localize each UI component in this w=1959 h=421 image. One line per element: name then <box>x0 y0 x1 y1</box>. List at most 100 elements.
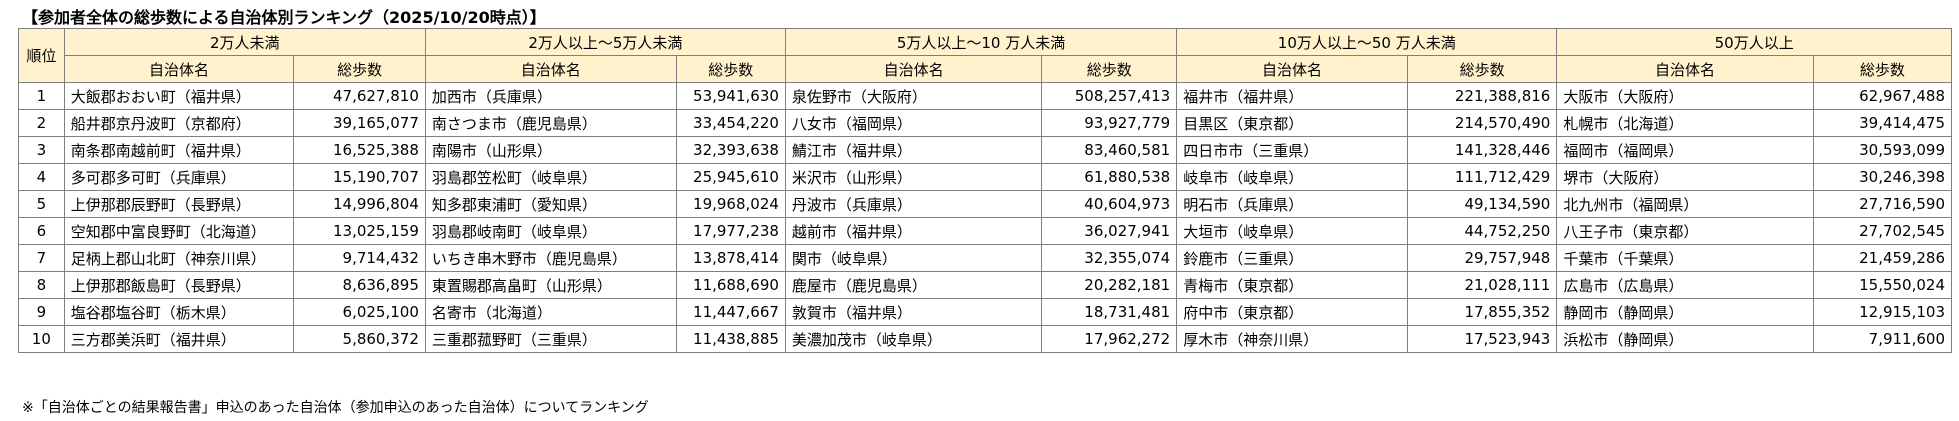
steps-header: 総歩数 <box>675 55 786 83</box>
steps-header: 総歩数 <box>293 55 426 83</box>
ranking-table: 順位 2万人未満 2万人以上～5万人未満 5万人以上～10 万人未満 10万人以… <box>18 28 1953 353</box>
municipality-name-cell: 南陽市（山形県） <box>424 136 677 164</box>
total-steps-cell: 11,688,690 <box>675 271 786 299</box>
table-row: 6 空知郡中富良野町（北海道） 13,025,159 羽島郡岐南町（岐阜県） 17,97… <box>18 217 1953 245</box>
municipality-name-cell: 空知郡中富良野町（北海道） <box>63 217 295 245</box>
total-steps-cell: 25,945,610 <box>675 163 786 191</box>
total-steps-cell: 47,627,810 <box>293 82 426 110</box>
total-steps-cell: 141,328,446 <box>1406 136 1558 164</box>
total-steps-cell: 17,855,352 <box>1406 298 1558 326</box>
total-steps-cell: 12,915,103 <box>1812 298 1953 326</box>
municipality-name-cell: 越前市（福井県） <box>784 217 1043 245</box>
total-steps-cell: 36,027,941 <box>1041 217 1178 245</box>
total-steps-cell: 30,593,099 <box>1812 136 1953 164</box>
ranking-body: 1 大飯郡おおい町（福井県） 47,627,810 加西市（兵庫県） 53,941,63… <box>18 82 1953 353</box>
total-steps-cell: 17,962,272 <box>1041 325 1178 353</box>
municipality-name-cell: 府中市（東京都） <box>1176 298 1408 326</box>
total-steps-cell: 53,941,630 <box>675 82 786 110</box>
municipality-name-cell: 浜松市（静岡県） <box>1556 325 1814 353</box>
total-steps-cell: 32,393,638 <box>675 136 786 164</box>
rank-cell: 3 <box>18 136 65 164</box>
steps-header: 総歩数 <box>1041 55 1178 83</box>
group-header: 2万人未満 <box>63 28 426 56</box>
total-steps-cell: 8,636,895 <box>293 271 426 299</box>
total-steps-cell: 39,165,077 <box>293 109 426 137</box>
total-steps-cell: 17,977,238 <box>675 217 786 245</box>
municipality-name-cell: 多可郡多可町（兵庫県） <box>63 163 295 191</box>
municipality-name-cell: 足柄上郡山北町（神奈川県） <box>63 244 295 272</box>
municipality-name-cell: 羽島郡岐南町（岐阜県） <box>424 217 677 245</box>
total-steps-cell: 15,190,707 <box>293 163 426 191</box>
group-header: 50万人以上 <box>1556 28 1952 56</box>
total-steps-cell: 7,911,600 <box>1812 325 1953 353</box>
total-steps-cell: 32,355,074 <box>1041 244 1178 272</box>
steps-header: 総歩数 <box>1406 55 1558 83</box>
total-steps-cell: 221,388,816 <box>1406 82 1558 110</box>
municipality-name-cell: 関市（岐阜県） <box>784 244 1043 272</box>
total-steps-cell: 19,968,024 <box>675 190 786 218</box>
municipality-name-cell: 福井市（福井県） <box>1176 82 1408 110</box>
rank-cell: 4 <box>18 163 65 191</box>
municipality-name-cell: 知多郡東浦町（愛知県） <box>424 190 677 218</box>
name-header: 自治体名 <box>424 55 677 83</box>
municipality-name-cell: 明石市（兵庫県） <box>1176 190 1408 218</box>
municipality-name-cell: 鹿屋市（鹿児島県） <box>784 271 1043 299</box>
page-title: 【参加者全体の総歩数による自治体別ランキング（2025/10/20時点）】 <box>22 8 546 27</box>
total-steps-cell: 21,459,286 <box>1812 244 1953 272</box>
total-steps-cell: 21,028,111 <box>1406 271 1558 299</box>
table-row: 8 上伊那郡飯島町（長野県） 8,636,895 東置賜郡高畠町（山形県） 11,688… <box>18 271 1953 299</box>
municipality-name-cell: 上伊那郡辰野町（長野県） <box>63 190 295 218</box>
total-steps-cell: 44,752,250 <box>1406 217 1558 245</box>
rank-cell: 2 <box>18 109 65 137</box>
total-steps-cell: 13,025,159 <box>293 217 426 245</box>
municipality-name-cell: 加西市（兵庫県） <box>424 82 677 110</box>
total-steps-cell: 14,996,804 <box>293 190 426 218</box>
municipality-name-cell: 福岡市（福岡県） <box>1556 136 1814 164</box>
municipality-name-cell: 大阪市（大阪府） <box>1556 82 1814 110</box>
municipality-name-cell: 鈴鹿市（三重県） <box>1176 244 1408 272</box>
group-header-row: 順位 2万人未満 2万人以上～5万人未満 5万人以上～10 万人未満 10万人以… <box>18 28 1952 83</box>
municipality-name-cell: 名寄市（北海道） <box>424 298 677 326</box>
total-steps-cell: 27,716,590 <box>1812 190 1953 218</box>
rank-cell: 7 <box>18 244 65 272</box>
table-row: 9 塩谷郡塩谷町（栃木県） 6,025,100 名寄市（北海道） 11,447,667 敦… <box>18 298 1953 326</box>
municipality-name-cell: 八女市（福岡県） <box>784 109 1043 137</box>
municipality-name-cell: いちき串木野市（鹿児島県） <box>424 244 677 272</box>
municipality-name-cell: 静岡市（静岡県） <box>1556 298 1814 326</box>
rank-cell: 5 <box>18 190 65 218</box>
steps-header: 総歩数 <box>1812 55 1953 83</box>
total-steps-cell: 30,246,398 <box>1812 163 1953 191</box>
municipality-name-cell: 東置賜郡高畠町（山形県） <box>424 271 677 299</box>
municipality-name-cell: 南条郡南越前町（福井県） <box>63 136 295 164</box>
name-header: 自治体名 <box>1176 55 1408 83</box>
total-steps-cell: 5,860,372 <box>293 325 426 353</box>
rank-cell: 10 <box>18 325 65 353</box>
municipality-name-cell: 鯖江市（福井県） <box>784 136 1043 164</box>
municipality-name-cell: 大垣市（岐阜県） <box>1176 217 1408 245</box>
total-steps-cell: 17,523,943 <box>1406 325 1558 353</box>
total-steps-cell: 13,878,414 <box>675 244 786 272</box>
total-steps-cell: 16,525,388 <box>293 136 426 164</box>
name-header: 自治体名 <box>1556 55 1814 83</box>
table-row: 3 南条郡南越前町（福井県） 16,525,388 南陽市（山形県） 32,393,63… <box>18 136 1953 164</box>
total-steps-cell: 61,880,538 <box>1041 163 1178 191</box>
total-steps-cell: 27,702,545 <box>1812 217 1953 245</box>
table-row: 2 船井郡京丹波町（京都府） 39,165,077 南さつま市（鹿児島県） 33,454… <box>18 109 1953 137</box>
footnote: ※「自治体ごとの結果報告書」申込のあった自治体（参加申込のあった自治体）について… <box>22 400 649 416</box>
municipality-name-cell: 泉佐野市（大阪府） <box>784 82 1043 110</box>
total-steps-cell: 15,550,024 <box>1812 271 1953 299</box>
total-steps-cell: 40,604,973 <box>1041 190 1178 218</box>
table-row: 5 上伊那郡辰野町（長野県） 14,996,804 知多郡東浦町（愛知県） 19,968… <box>18 190 1953 218</box>
municipality-name-cell: 丹波市（兵庫県） <box>784 190 1043 218</box>
total-steps-cell: 508,257,413 <box>1041 82 1178 110</box>
municipality-name-cell: 広島市（広島県） <box>1556 271 1814 299</box>
total-steps-cell: 214,570,490 <box>1406 109 1558 137</box>
group-header: 5万人以上～10 万人未満 <box>784 28 1178 56</box>
total-steps-cell: 9,714,432 <box>293 244 426 272</box>
total-steps-cell: 6,025,100 <box>293 298 426 326</box>
municipality-name-cell: 船井郡京丹波町（京都府） <box>63 109 295 137</box>
municipality-name-cell: 三方郡美浜町（福井県） <box>63 325 295 353</box>
municipality-name-cell: 青梅市（東京都） <box>1176 271 1408 299</box>
municipality-name-cell: 塩谷郡塩谷町（栃木県） <box>63 298 295 326</box>
municipality-name-cell: 札幌市（北海道） <box>1556 109 1814 137</box>
